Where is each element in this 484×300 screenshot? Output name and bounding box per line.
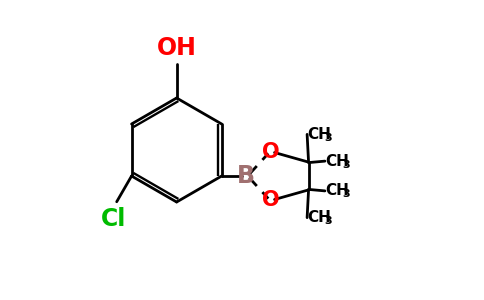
Text: 3: 3 xyxy=(324,216,332,226)
Text: O: O xyxy=(262,142,280,162)
Text: Cl: Cl xyxy=(101,207,126,231)
Text: CH: CH xyxy=(325,183,349,198)
Text: 3: 3 xyxy=(324,133,332,143)
Text: O: O xyxy=(262,190,280,210)
Text: CH: CH xyxy=(307,210,331,225)
Text: CH: CH xyxy=(325,154,349,169)
Text: CH: CH xyxy=(307,127,331,142)
Text: 3: 3 xyxy=(342,190,350,200)
Text: B: B xyxy=(237,164,255,188)
Text: 3: 3 xyxy=(342,160,350,170)
Text: OH: OH xyxy=(157,36,197,60)
